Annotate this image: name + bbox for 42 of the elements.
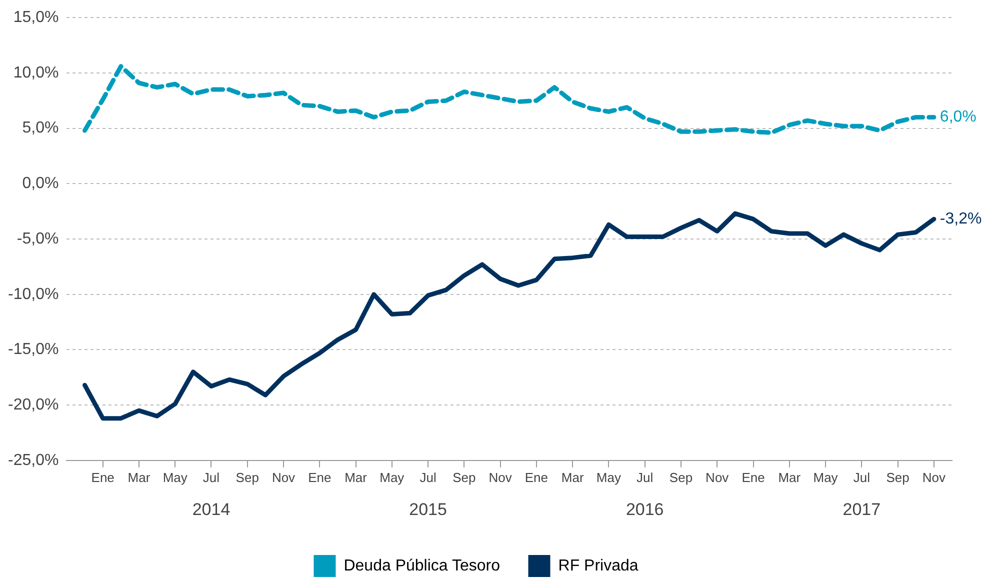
x-tick-label: May bbox=[162, 470, 188, 485]
x-tick-label: May bbox=[380, 470, 405, 485]
x-tick-label: Mar bbox=[561, 470, 584, 485]
y-tick-label: -25,0% bbox=[8, 452, 59, 469]
data-label: -3,2% bbox=[940, 210, 982, 228]
x-tick-label: Jul bbox=[202, 470, 220, 485]
x-tick-label: Nov bbox=[706, 470, 730, 485]
text: 2016 bbox=[626, 500, 664, 520]
x-tick-label: Jul bbox=[636, 470, 654, 485]
y-tick-label: -20,0% bbox=[8, 396, 59, 414]
x-tick-label: Sep bbox=[452, 470, 476, 485]
x-tick-label: Jul bbox=[853, 470, 870, 485]
legend-label: Deuda Pública Tesoro bbox=[344, 557, 500, 574]
text: 2014 bbox=[192, 500, 230, 520]
text: 2017 bbox=[842, 500, 881, 520]
x-tick-label: May bbox=[596, 470, 622, 485]
x-tick-label: Mar bbox=[128, 470, 151, 485]
x-tick-label: Mar bbox=[344, 470, 368, 485]
line-series bbox=[82, 64, 936, 135]
legend-label: RF Privada bbox=[558, 557, 638, 574]
x-tick-label: Jul bbox=[420, 470, 436, 485]
x-tick-label: Ene bbox=[91, 470, 114, 485]
x-tick-label: Sep bbox=[886, 470, 910, 485]
y-tick-label: 15,0% bbox=[13, 9, 59, 26]
x-tick-label: Nov bbox=[488, 470, 512, 485]
x-tick-label: May bbox=[813, 470, 838, 485]
x-tick-label: Mar bbox=[778, 470, 802, 485]
y-tick-label: -5,0% bbox=[16, 230, 59, 248]
y-tick-label: 10,0% bbox=[13, 64, 59, 82]
x-tick-label: Ene bbox=[742, 470, 765, 485]
data-label: 6,0% bbox=[940, 108, 976, 126]
y-tick-label: -15,0% bbox=[8, 341, 59, 358]
text: 2015 bbox=[409, 500, 447, 520]
x-tick-label: Ene bbox=[308, 470, 332, 485]
x-tick-label: Ene bbox=[524, 470, 548, 485]
y-tick-label: 0,0% bbox=[22, 175, 59, 192]
y-tick-label: -10,0% bbox=[8, 286, 59, 303]
x-tick-label: Sep bbox=[236, 470, 259, 485]
x-tick-label: Nov bbox=[922, 470, 946, 485]
y-tick-label: 5,0% bbox=[22, 120, 59, 137]
x-tick-label: Sep bbox=[669, 470, 693, 485]
x-tick-label: Nov bbox=[272, 470, 296, 485]
